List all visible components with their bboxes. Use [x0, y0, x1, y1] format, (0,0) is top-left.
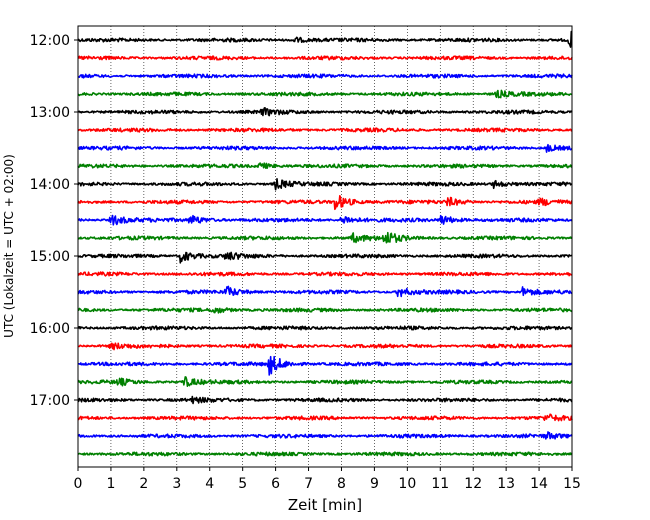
x-tick-label: 6: [271, 476, 280, 492]
trace-line: [77, 55, 573, 61]
y-axis-ticks: 12:00 13:00 14:00 15:00 16:00 17:00: [30, 33, 78, 409]
trace-line: [77, 214, 573, 226]
x-tick-label: 14: [530, 476, 548, 492]
trace-line: [77, 307, 573, 314]
trace-line: [77, 251, 573, 264]
trace-line: [77, 395, 573, 405]
trace-line: [77, 89, 573, 99]
x-tick-label: 13: [497, 476, 515, 492]
x-tick-label: 5: [238, 476, 247, 492]
trace-line: [77, 413, 573, 422]
x-tick-label: 1: [106, 476, 115, 492]
x-tick-label: 11: [431, 476, 449, 492]
trace-line: [77, 73, 573, 79]
y-tick-label: 12:00: [30, 33, 70, 49]
plot-frame: [77, 25, 573, 468]
seismic-traces: [77, 30, 573, 457]
x-tick-label: 15: [563, 476, 581, 492]
trace-line: [77, 143, 573, 153]
x-tick-label: 10: [398, 476, 416, 492]
trace-line: [77, 342, 573, 351]
trace-line: [77, 325, 573, 331]
trace-line: [77, 195, 573, 211]
x-axis-ticks: 0 1 2 3 4 5 6 7 8 9 10 11 12 13 14 15: [74, 467, 581, 492]
x-tick-label: 7: [304, 476, 313, 492]
trace-line: [77, 431, 573, 440]
trace-line: [77, 451, 573, 457]
y-tick-label: 13:00: [30, 105, 70, 121]
trace-line: [77, 178, 573, 191]
trace-line: [77, 127, 573, 133]
trace-line: [77, 162, 573, 170]
trace-line: [77, 376, 573, 387]
y-axis-label: UTC (Lokalzeit = UTC + 02:00): [2, 154, 16, 338]
trace-line: [77, 355, 573, 376]
x-tick-label: 3: [172, 476, 181, 492]
x-tick-label: 9: [370, 476, 379, 492]
y-tick-label: 17:00: [30, 393, 70, 409]
trace-line: [77, 271, 573, 277]
x-axis-label: Zeit [min]: [288, 496, 362, 514]
x-tick-label: 8: [337, 476, 346, 492]
y-tick-label: 15:00: [30, 249, 70, 265]
x-tick-label: 4: [205, 476, 214, 492]
y-tick-label: 16:00: [30, 321, 70, 337]
trace-line: [77, 231, 573, 244]
x-tick-label: 0: [74, 476, 83, 492]
trace-line: [77, 30, 573, 48]
y-tick-label: 14:00: [30, 177, 70, 193]
x-tick-label: 2: [139, 476, 148, 492]
trace-line: [77, 285, 573, 298]
x-tick-label: 12: [464, 476, 482, 492]
trace-line: [77, 107, 573, 117]
